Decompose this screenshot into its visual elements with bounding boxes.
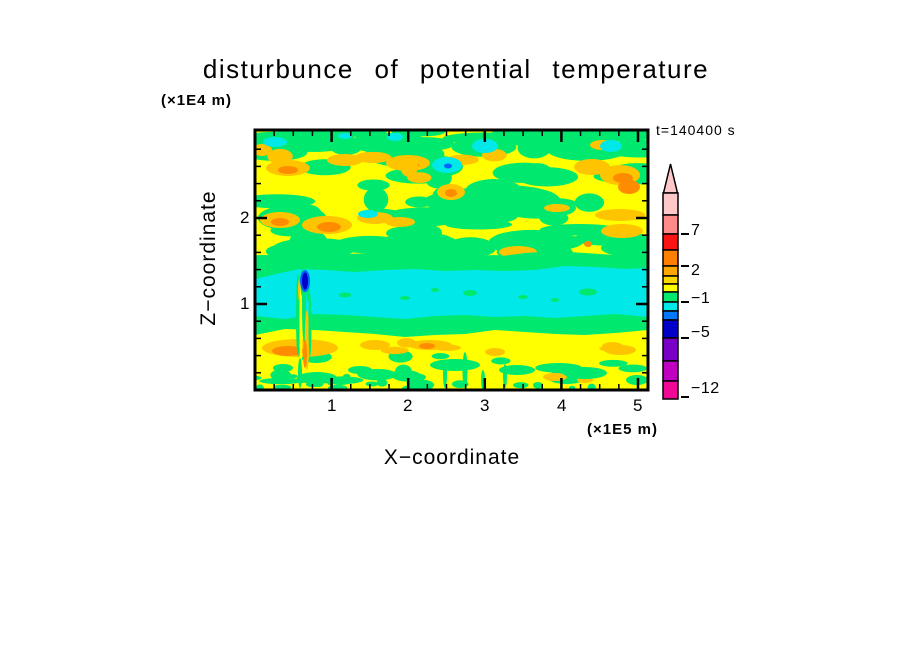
x-tick-label-2: 2 bbox=[403, 396, 413, 415]
contour-field bbox=[255, 130, 648, 390]
x-tick-label-4: 4 bbox=[557, 396, 567, 415]
colorbar-label-minus5: −5 bbox=[691, 324, 711, 341]
time-stamp-label: t=140400 s bbox=[656, 122, 736, 138]
colorbar bbox=[662, 163, 689, 400]
z-tick-label-2: 2 bbox=[240, 208, 250, 227]
x-axis-units-label: (×1E5 m) bbox=[587, 421, 658, 438]
colorbar-label-minus12: −12 bbox=[691, 380, 720, 397]
x-tick-label-5: 5 bbox=[633, 396, 643, 415]
z-tick-label-1: 1 bbox=[240, 294, 250, 313]
plot-frame bbox=[253, 128, 650, 392]
colorbar-label-minus1: −1 bbox=[691, 290, 711, 307]
x-tick-label-1: 1 bbox=[327, 396, 337, 415]
plot-title: disturbunce of potential temperature bbox=[202, 54, 710, 84]
z-axis-units-label: (×1E4 m) bbox=[161, 92, 232, 109]
colorbar-label-2: 2 bbox=[691, 262, 701, 279]
z-axis-title: Z−coordinate bbox=[197, 190, 220, 326]
x-axis-title: X−coordinate bbox=[383, 446, 521, 469]
colorbar-label-7: 7 bbox=[691, 222, 701, 239]
x-tick-label-3: 3 bbox=[480, 396, 490, 415]
